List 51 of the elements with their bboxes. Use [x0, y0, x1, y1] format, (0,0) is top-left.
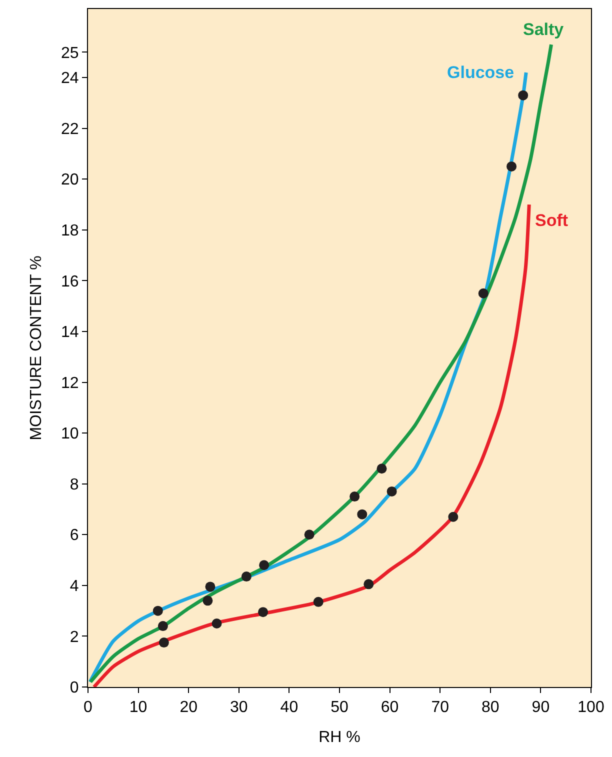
point [506, 161, 517, 172]
series-label: Soft [535, 211, 568, 230]
x-tick-label: 50 [330, 699, 348, 716]
x-tick-label: 0 [84, 699, 93, 716]
point [304, 530, 314, 540]
x-tick-label: 100 [578, 699, 604, 716]
point [357, 509, 368, 520]
series-label: Salty [523, 20, 564, 39]
y-tick-label: 25 [61, 44, 79, 62]
x-tick-label: 80 [482, 699, 500, 716]
point [202, 596, 213, 606]
point [259, 560, 270, 570]
x-axis-title: RH % [318, 728, 360, 746]
y-tick-label: 18 [61, 222, 79, 240]
line-series [92, 202, 531, 687]
point [212, 618, 222, 629]
point [518, 90, 528, 100]
point [158, 621, 168, 632]
series-label: Glucose [447, 63, 514, 82]
x-tick-label: 20 [180, 699, 198, 716]
point [205, 582, 216, 592]
y-tick-label: 4 [70, 578, 79, 596]
y-tick-label: 20 [61, 172, 79, 189]
y-axis-title: MOISTURE CONTENT % [28, 256, 45, 440]
point [350, 492, 360, 502]
y-tick-label: 14 [61, 324, 79, 342]
x-tick-label: 70 [431, 699, 450, 716]
x-tick-label: 60 [380, 699, 399, 716]
y-tick-label: 8 [70, 476, 79, 494]
point [448, 512, 458, 522]
y-tick-label: 10 [61, 426, 79, 443]
point [152, 606, 163, 616]
y-tick-label: 12 [61, 374, 79, 392]
point [241, 572, 252, 582]
x-tick-label: 10 [129, 699, 148, 716]
x-tick-label: 40 [280, 699, 298, 716]
y-tick-label: 22 [61, 120, 79, 138]
point [478, 288, 488, 298]
point [313, 596, 324, 607]
x-tick-label: 90 [532, 699, 550, 716]
y-tick-label: 6 [70, 527, 79, 544]
point [386, 486, 397, 496]
y-tick-label: 2 [70, 628, 79, 646]
point [158, 638, 169, 648]
point [258, 607, 268, 618]
y-tick-label: 0 [70, 680, 79, 697]
y-tick-label: 24 [61, 70, 79, 88]
x-tick-label: 30 [230, 699, 248, 716]
point [364, 579, 374, 590]
point [376, 464, 387, 474]
y-tick-label: 16 [61, 273, 79, 290]
